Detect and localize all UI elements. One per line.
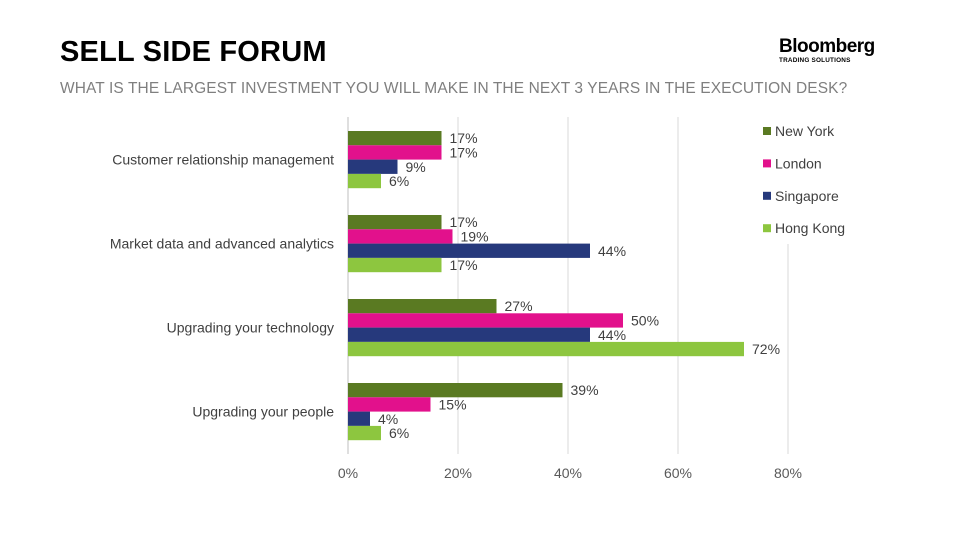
category-label: Upgrading your people [192,404,334,420]
data-label: 17% [450,144,478,160]
x-tick-label: 0% [338,465,358,481]
category-label: Market data and advanced analytics [110,236,334,252]
bar [348,229,453,244]
data-label: 4% [378,411,398,427]
x-tick-label: 80% [774,465,802,481]
bar [348,327,590,342]
logo-name: Bloomberg [779,36,875,57]
bar [348,159,398,174]
legend-swatch [763,127,771,135]
page-subtitle: WHAT IS THE LARGEST INVESTMENT YOU WILL … [60,80,848,97]
data-label: 17% [450,257,478,273]
bar [348,397,431,412]
data-label: 17% [450,130,478,146]
data-label: 72% [752,341,780,357]
bloomberg-logo: Bloomberg TRADING SOLUTIONS [779,37,889,65]
logo-tagline: TRADING SOLUTIONS [779,57,851,64]
data-label: 19% [461,228,489,244]
data-label: 44% [598,327,626,343]
legend-swatch [763,191,771,200]
data-label: 50% [631,312,659,328]
legend-swatch [763,224,771,233]
bar [348,215,442,230]
bar [348,383,563,398]
x-tick-label: 60% [664,465,692,481]
bar [348,299,497,314]
x-tick-label: 20% [444,465,472,481]
legend-label: New York [775,123,835,139]
data-label: 9% [406,159,426,175]
page-title: SELL SIDE FORUM [60,36,327,68]
bar [348,411,370,426]
bar [348,313,623,328]
data-label: 44% [598,243,626,259]
data-label: 6% [389,425,409,441]
data-label: 39% [571,382,599,398]
legend-swatch [763,159,771,168]
bar [348,243,590,258]
category-label: Customer relationship management [112,152,334,168]
bar [348,425,381,441]
bar [348,257,442,273]
bar [348,131,442,146]
x-tick-label: 40% [554,465,582,481]
legend-label: London [775,155,822,171]
bar [348,341,744,357]
legend-label: Singapore [775,188,839,204]
data-label: 27% [505,298,533,314]
data-label: 6% [389,173,409,189]
bar [348,173,381,189]
data-label: 15% [439,396,467,412]
legend-label: Hong Kong [775,220,845,236]
bar [348,145,442,160]
data-label: 17% [450,214,478,230]
category-label: Upgrading your technology [167,320,334,336]
